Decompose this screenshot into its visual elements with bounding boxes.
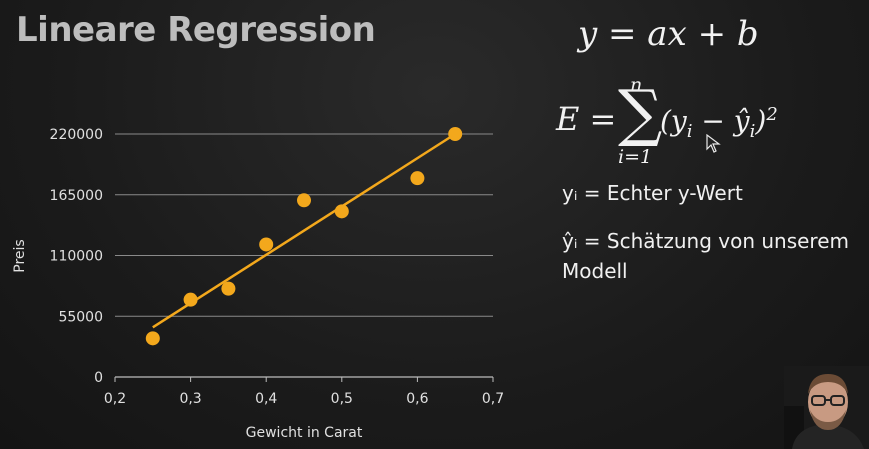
error-lhs: E = — [556, 100, 617, 138]
y-tick-label: 165000 — [50, 188, 103, 204]
term-close: ) — [755, 104, 767, 138]
data-point — [183, 292, 198, 307]
term-sub-i: i — [686, 120, 693, 142]
sum-lower-bound: i=1 — [618, 146, 653, 168]
x-tick-label: 0,2 — [104, 391, 126, 407]
term-minus: − — [692, 104, 734, 138]
y-tick-labels: 0 55000 110000 165000 220000 — [50, 127, 103, 386]
x-axis-label: Gewicht in Carat — [246, 425, 363, 441]
data-point — [410, 171, 425, 186]
webcam-presenter-image — [784, 366, 869, 449]
term-sub-i2: i — [749, 120, 756, 142]
linear-equation: y = ax + b — [578, 14, 759, 54]
grid-lines — [115, 133, 493, 317]
regression-line — [152, 132, 456, 329]
error-term: (yi − ŷi)2 — [660, 104, 778, 142]
y-tick-label: 220000 — [50, 127, 103, 143]
term-power: 2 — [766, 104, 778, 125]
y-tick-label: 0 — [94, 370, 103, 386]
data-point — [448, 127, 463, 141]
x-tick-label: 0,3 — [179, 391, 201, 407]
x-tick-label: 0,5 — [331, 391, 353, 407]
sum-upper-bound: n — [630, 74, 643, 96]
term-yhat: ŷ — [733, 104, 750, 138]
x-tick-label: 0,4 — [255, 391, 277, 407]
data-point — [334, 204, 349, 219]
y-tick-label: 110000 — [50, 249, 103, 265]
term-open: (y — [660, 104, 687, 138]
data-point — [221, 281, 236, 296]
regression-line-group — [152, 132, 456, 329]
y-tick-label: 55000 — [58, 309, 103, 325]
mouse-cursor-icon — [706, 134, 721, 153]
definition-y-hat: ŷᵢ = Schätzung von unserem Modell — [562, 229, 850, 283]
x-tick-label: 0,7 — [482, 391, 504, 407]
data-points — [145, 127, 463, 346]
y-axis-label: Preis — [12, 239, 28, 272]
data-point — [259, 237, 274, 252]
error-formula: E = n ∑ i=1 (yi − ŷi)2 — [556, 74, 856, 173]
x-tick-label: 0,6 — [406, 391, 428, 407]
data-point — [297, 193, 311, 208]
definition-y-true: yᵢ = Echter y-Wert — [562, 181, 743, 205]
sigma-symbol: ∑ — [618, 76, 663, 149]
axes — [114, 376, 494, 382]
data-point — [145, 331, 160, 346]
x-tick-labels: 0,2 0,3 0,4 0,5 0,6 0,7 — [104, 391, 504, 407]
slide-title: Lineare Regression — [16, 10, 376, 50]
